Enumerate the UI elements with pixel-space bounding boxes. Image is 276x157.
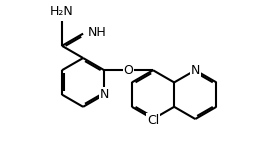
Text: Cl: Cl: [147, 114, 159, 127]
Text: NH: NH: [87, 26, 106, 39]
Text: N: N: [100, 88, 109, 101]
Text: N: N: [191, 64, 200, 77]
Text: O: O: [124, 64, 134, 77]
Text: H₂N: H₂N: [50, 5, 74, 18]
